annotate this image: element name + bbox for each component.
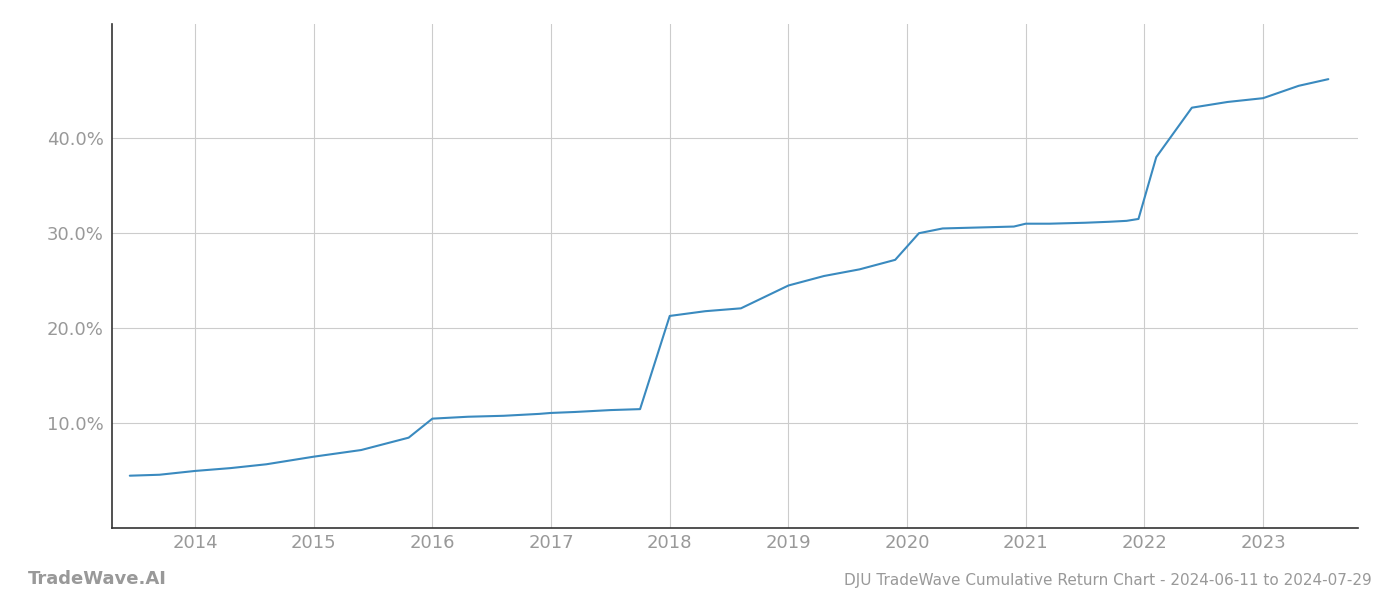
Text: DJU TradeWave Cumulative Return Chart - 2024-06-11 to 2024-07-29: DJU TradeWave Cumulative Return Chart - … (844, 573, 1372, 588)
Text: TradeWave.AI: TradeWave.AI (28, 570, 167, 588)
